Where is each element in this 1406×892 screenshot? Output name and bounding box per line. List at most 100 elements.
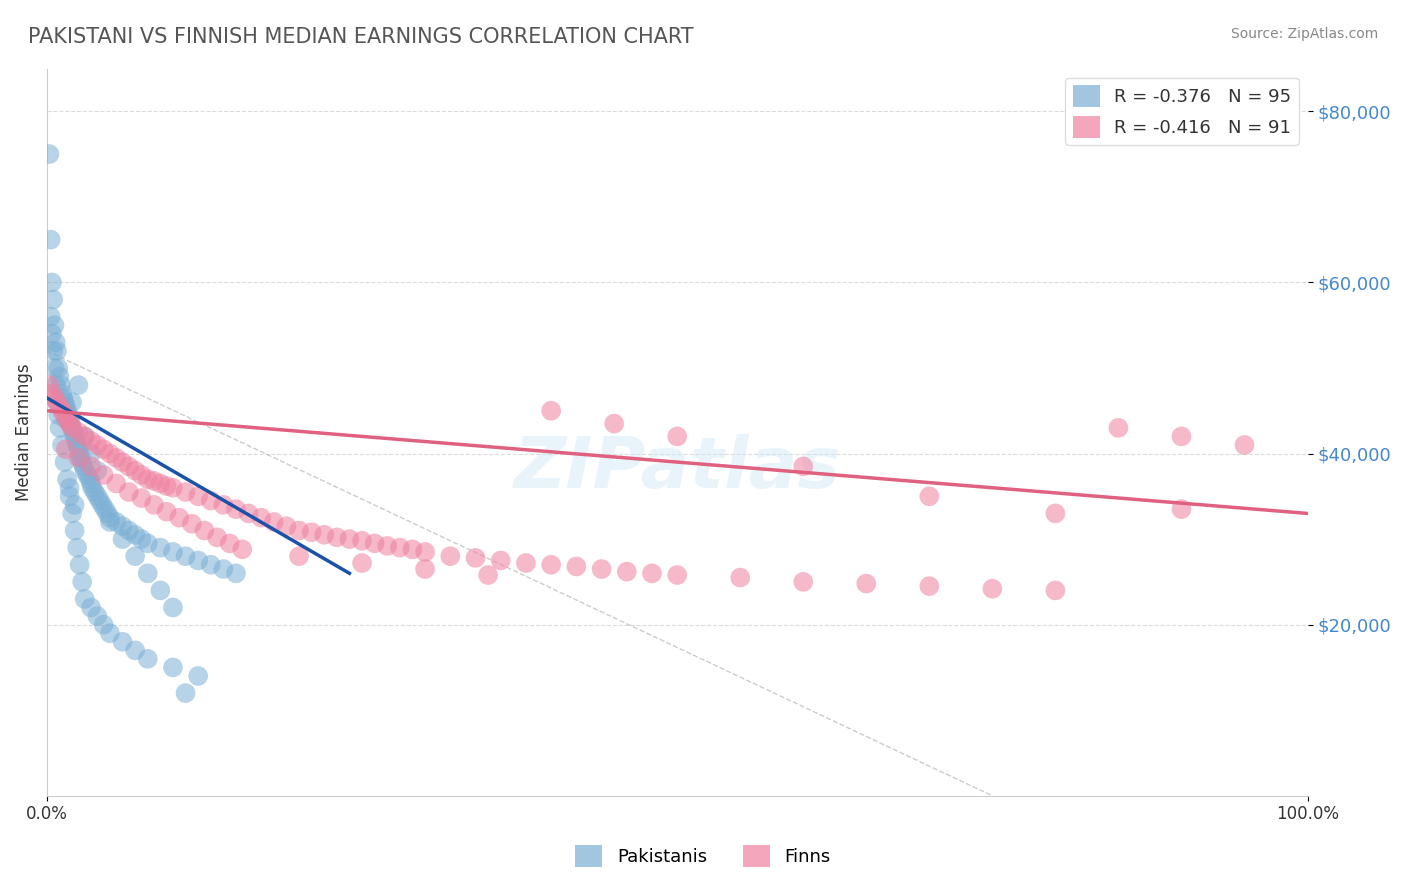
Point [288, 549, 311, 564]
Point [41, 386, 63, 401]
Point [76, 467, 98, 482]
Point [53, 455, 76, 469]
Point [131, 467, 153, 482]
Point [156, 505, 179, 519]
Point [39, 233, 62, 247]
Point [44, 391, 66, 405]
Point [51, 386, 73, 401]
Point [728, 571, 751, 585]
Point [124, 643, 146, 657]
Point [41, 276, 63, 290]
Point [641, 566, 664, 581]
Point [51, 403, 73, 417]
Point [136, 536, 159, 550]
Point [60, 421, 83, 435]
Point [52, 391, 75, 405]
Point [464, 550, 486, 565]
Point [276, 519, 298, 533]
Point [136, 652, 159, 666]
Point [80, 476, 103, 491]
Point [55, 442, 77, 457]
Point [56, 472, 79, 486]
Point [73, 429, 96, 443]
Point [981, 582, 1004, 596]
Point [82, 481, 104, 495]
Point [46, 361, 69, 376]
Point [918, 489, 941, 503]
Point [70, 574, 93, 589]
Point [42, 343, 65, 358]
Point [118, 524, 141, 538]
Point [105, 450, 128, 465]
Point [55, 400, 77, 414]
Point [98, 626, 121, 640]
Point [63, 498, 86, 512]
Point [187, 669, 209, 683]
Point [70, 455, 93, 469]
Point [86, 489, 108, 503]
Point [94, 502, 117, 516]
Point [79, 472, 101, 486]
Point [56, 412, 79, 426]
Text: Source: ZipAtlas.com: Source: ZipAtlas.com [1230, 27, 1378, 41]
Point [67, 442, 90, 457]
Point [136, 472, 159, 486]
Point [48, 369, 70, 384]
Point [792, 574, 814, 589]
Point [49, 378, 72, 392]
Point [1233, 438, 1256, 452]
Point [44, 318, 66, 333]
Point [489, 553, 512, 567]
Point [413, 545, 436, 559]
Point [45, 335, 67, 350]
Point [70, 450, 93, 465]
Point [149, 476, 172, 491]
Legend: Pakistanis, Finns: Pakistanis, Finns [568, 838, 838, 874]
Point [200, 493, 222, 508]
Point [62, 425, 84, 439]
Point [167, 510, 190, 524]
Point [124, 549, 146, 564]
Point [375, 539, 398, 553]
Point [187, 489, 209, 503]
Point [111, 455, 134, 469]
Point [58, 489, 80, 503]
Point [53, 395, 76, 409]
Point [83, 485, 105, 500]
Point [855, 576, 877, 591]
Point [288, 524, 311, 538]
Point [53, 408, 76, 422]
Point [58, 412, 80, 426]
Point [98, 446, 121, 460]
Point [352, 556, 374, 570]
Point [540, 403, 562, 417]
Point [111, 519, 134, 533]
Point [238, 507, 260, 521]
Point [225, 566, 247, 581]
Point [162, 481, 184, 495]
Point [38, 378, 60, 392]
Point [69, 558, 91, 572]
Point [59, 417, 82, 431]
Point [46, 395, 69, 409]
Point [136, 566, 159, 581]
Y-axis label: Median Earnings: Median Earnings [15, 363, 32, 501]
Point [42, 293, 65, 307]
Point [231, 542, 253, 557]
Point [174, 686, 197, 700]
Point [63, 524, 86, 538]
Point [401, 542, 423, 557]
Point [96, 507, 118, 521]
Point [162, 545, 184, 559]
Point [162, 660, 184, 674]
Point [45, 378, 67, 392]
Text: ZIPatlas: ZIPatlas [513, 434, 841, 503]
Point [105, 476, 128, 491]
Point [98, 515, 121, 529]
Point [540, 558, 562, 572]
Point [124, 528, 146, 542]
Point [60, 421, 83, 435]
Point [1170, 502, 1192, 516]
Point [93, 467, 115, 482]
Point [72, 459, 94, 474]
